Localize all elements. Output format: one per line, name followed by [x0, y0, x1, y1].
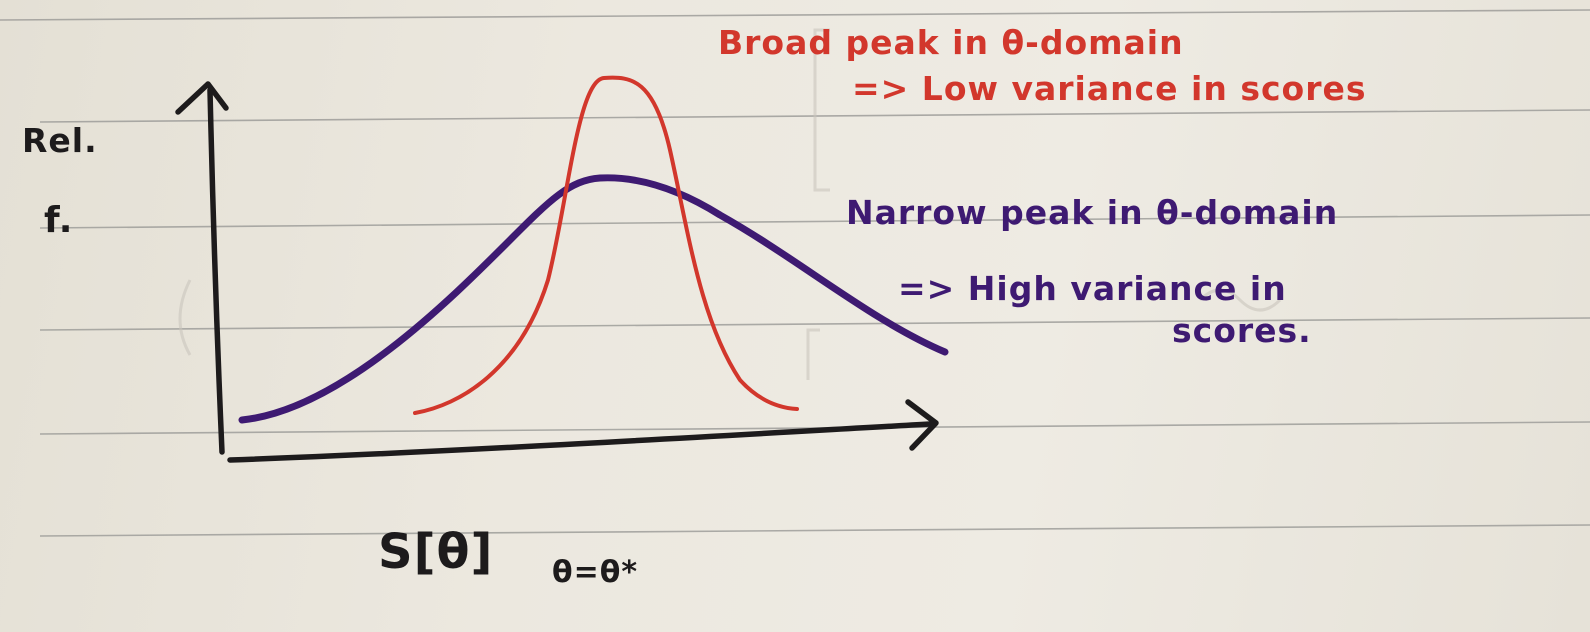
purple-annotation-line1: Narrow peak in θ-domain	[846, 193, 1338, 232]
bleed-scribble	[1198, 288, 1282, 312]
x-axis-label-subscript: θ=θ*	[552, 555, 638, 590]
y-axis-arrowhead	[175, 81, 229, 115]
y-axis-label-line1: Rel.	[22, 121, 98, 160]
rule-line-3	[39, 214, 1590, 229]
purple-annotation-line3: scores.	[1172, 311, 1312, 350]
axes	[175, 81, 939, 463]
rule-line-4	[39, 317, 1590, 331]
bleed-paren	[178, 279, 192, 356]
red-annotation-line1: Broad peak in θ-domain	[718, 23, 1184, 62]
x-axis-label-main: S[θ]	[378, 524, 493, 580]
purple-broad-curve	[238, 174, 949, 424]
bleed-through-marks	[178, 28, 1282, 380]
y-axis-label-line2: f.	[44, 200, 73, 241]
red-narrow-curve	[413, 75, 799, 415]
x-axis-arrowhead	[905, 399, 939, 451]
y-axis	[207, 87, 225, 455]
red-annotation-line2: => Low variance in scores	[852, 69, 1367, 108]
rule-line-1	[0, 9, 1590, 21]
bleed-bracket-left	[813, 28, 830, 192]
purple-annotation-line2: => High variance in	[898, 269, 1287, 308]
x-axis	[227, 421, 933, 463]
rule-line-6	[39, 524, 1590, 537]
bleed-bracket-right	[806, 328, 820, 380]
